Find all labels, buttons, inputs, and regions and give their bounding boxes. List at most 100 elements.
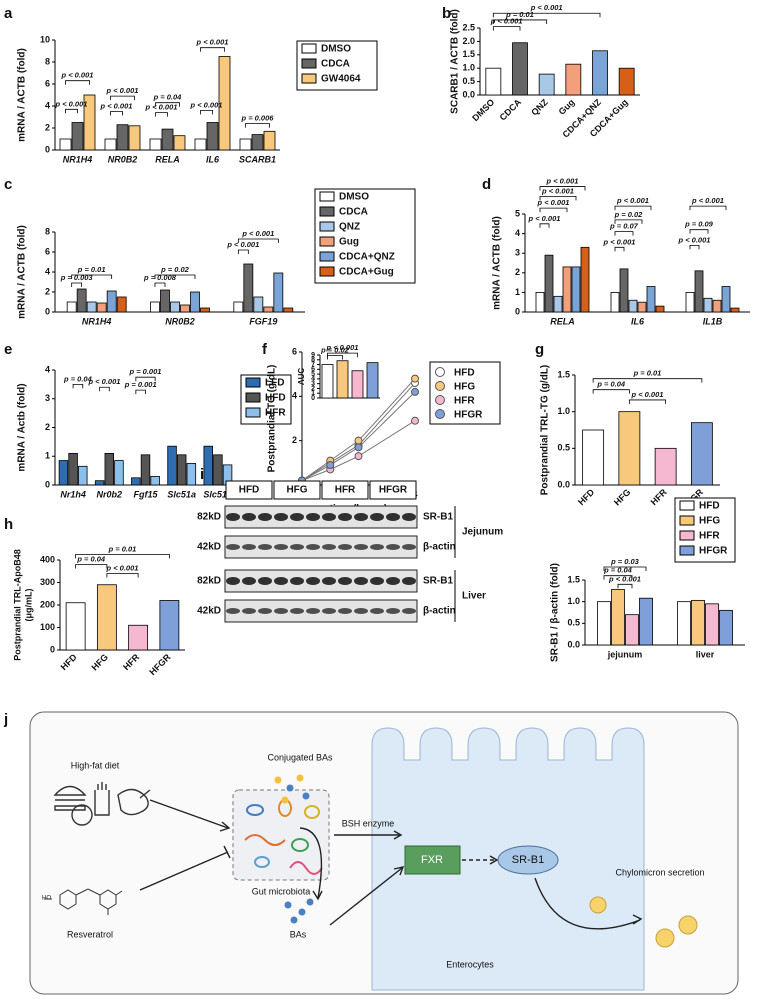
bar (65, 602, 86, 651)
band (306, 577, 320, 585)
bar (544, 254, 554, 313)
band (258, 577, 272, 585)
significance-bracket (99, 386, 110, 392)
legend-label: Gug (339, 237, 359, 248)
blot-strip (224, 599, 418, 623)
significance-bracket (154, 274, 196, 279)
bar (562, 266, 572, 313)
band (386, 608, 400, 614)
p-value: p < 0.001 (190, 100, 223, 109)
legend-swatch (319, 266, 335, 277)
y-tick-label: 2 (311, 385, 315, 392)
x-tick-label: QNZ (529, 97, 550, 118)
y-tick-label: 6 (45, 246, 50, 256)
bar (170, 301, 180, 313)
p-value: p = 0.04 (153, 93, 183, 102)
p-value: p = 0.001 (129, 367, 162, 376)
bar (96, 584, 117, 651)
lane-group-box (225, 480, 273, 500)
bar (351, 370, 364, 399)
label: Resveratrol (67, 929, 113, 939)
y-tick-label: 7 (311, 361, 315, 368)
bar (176, 454, 187, 486)
bar (690, 422, 713, 486)
legend-label: CDCA (339, 207, 368, 218)
significance-bracket (492, 26, 521, 31)
p-value: p < 0.001 (226, 240, 259, 249)
legend-label: HFG (454, 382, 475, 393)
protein-label: β-actin (423, 542, 456, 553)
bar (263, 306, 274, 313)
significance-bracket (75, 553, 170, 559)
band (322, 544, 336, 550)
bar (114, 460, 124, 486)
band (274, 544, 288, 550)
x-tick-label: Fgf15 (133, 489, 158, 499)
band (402, 544, 416, 550)
band (370, 544, 384, 550)
x-tick-label: NR0B2 (108, 154, 138, 164)
band (242, 544, 256, 550)
bar (128, 624, 149, 651)
lane-group-box (273, 480, 321, 500)
y-axis-label: mRNA / ACTB (fold) (17, 48, 28, 142)
band (338, 544, 352, 550)
band (242, 513, 256, 521)
lane-group-label: HFG (286, 485, 307, 496)
p-value: p < 0.001 (691, 196, 724, 205)
y-axis-label: SR-B1 / β-actin (fold) (550, 563, 561, 662)
p-value: p < 0.001 (541, 186, 574, 195)
bar (535, 291, 545, 313)
band (386, 577, 400, 585)
significance-bracket (65, 80, 90, 85)
x-tick-label: DMSO (470, 97, 496, 123)
x-tick-label: HFG (89, 652, 110, 673)
legend-label: HFR (454, 396, 475, 407)
bar (218, 56, 231, 151)
p-value: p = 0.001 (124, 380, 157, 389)
y-tick-label: 400 (40, 554, 55, 564)
bar (618, 67, 635, 96)
y-tick-label: 0.5 (567, 618, 580, 628)
legend-marker (435, 395, 445, 405)
panel-label: j (3, 711, 8, 728)
p-value: p < 0.001 (631, 390, 664, 399)
significance-bracket (614, 219, 643, 224)
y-tick-label: 0 (515, 306, 520, 316)
panel-label: f (262, 341, 268, 358)
band (322, 608, 336, 614)
legend-swatch (319, 221, 335, 232)
bar (239, 138, 252, 151)
y-tick-label: 1 (45, 451, 50, 461)
label: Chylomicron secretion (615, 867, 704, 877)
bar (625, 614, 639, 646)
significance-bracket (200, 110, 213, 115)
legend-swatch (679, 515, 695, 526)
bar (677, 601, 691, 646)
line (301, 382, 416, 481)
band (386, 513, 400, 521)
legend-swatch (301, 43, 317, 54)
significance-bracket (71, 274, 113, 279)
legend-label: DMSO (321, 44, 351, 55)
p-value: p < 0.001 (528, 214, 561, 223)
significance-bracket (492, 12, 601, 18)
bar (730, 307, 740, 313)
legend-swatch (319, 191, 335, 202)
label: Gut microbiota (252, 886, 311, 896)
line (301, 378, 416, 481)
band (354, 608, 368, 614)
y-axis-label: mRNA / ACTB (fold) (17, 225, 28, 319)
y-tick-label: 2 (292, 435, 297, 445)
significance-bracket (110, 95, 135, 101)
band (338, 513, 352, 521)
p-value: p < 0.001 (106, 563, 139, 572)
bar (116, 124, 129, 151)
ba-dots (274, 774, 314, 924)
band (322, 513, 336, 521)
bar (131, 477, 141, 486)
significance-bracket (327, 355, 343, 360)
band (370, 608, 384, 614)
band (274, 577, 288, 585)
band (290, 544, 304, 550)
